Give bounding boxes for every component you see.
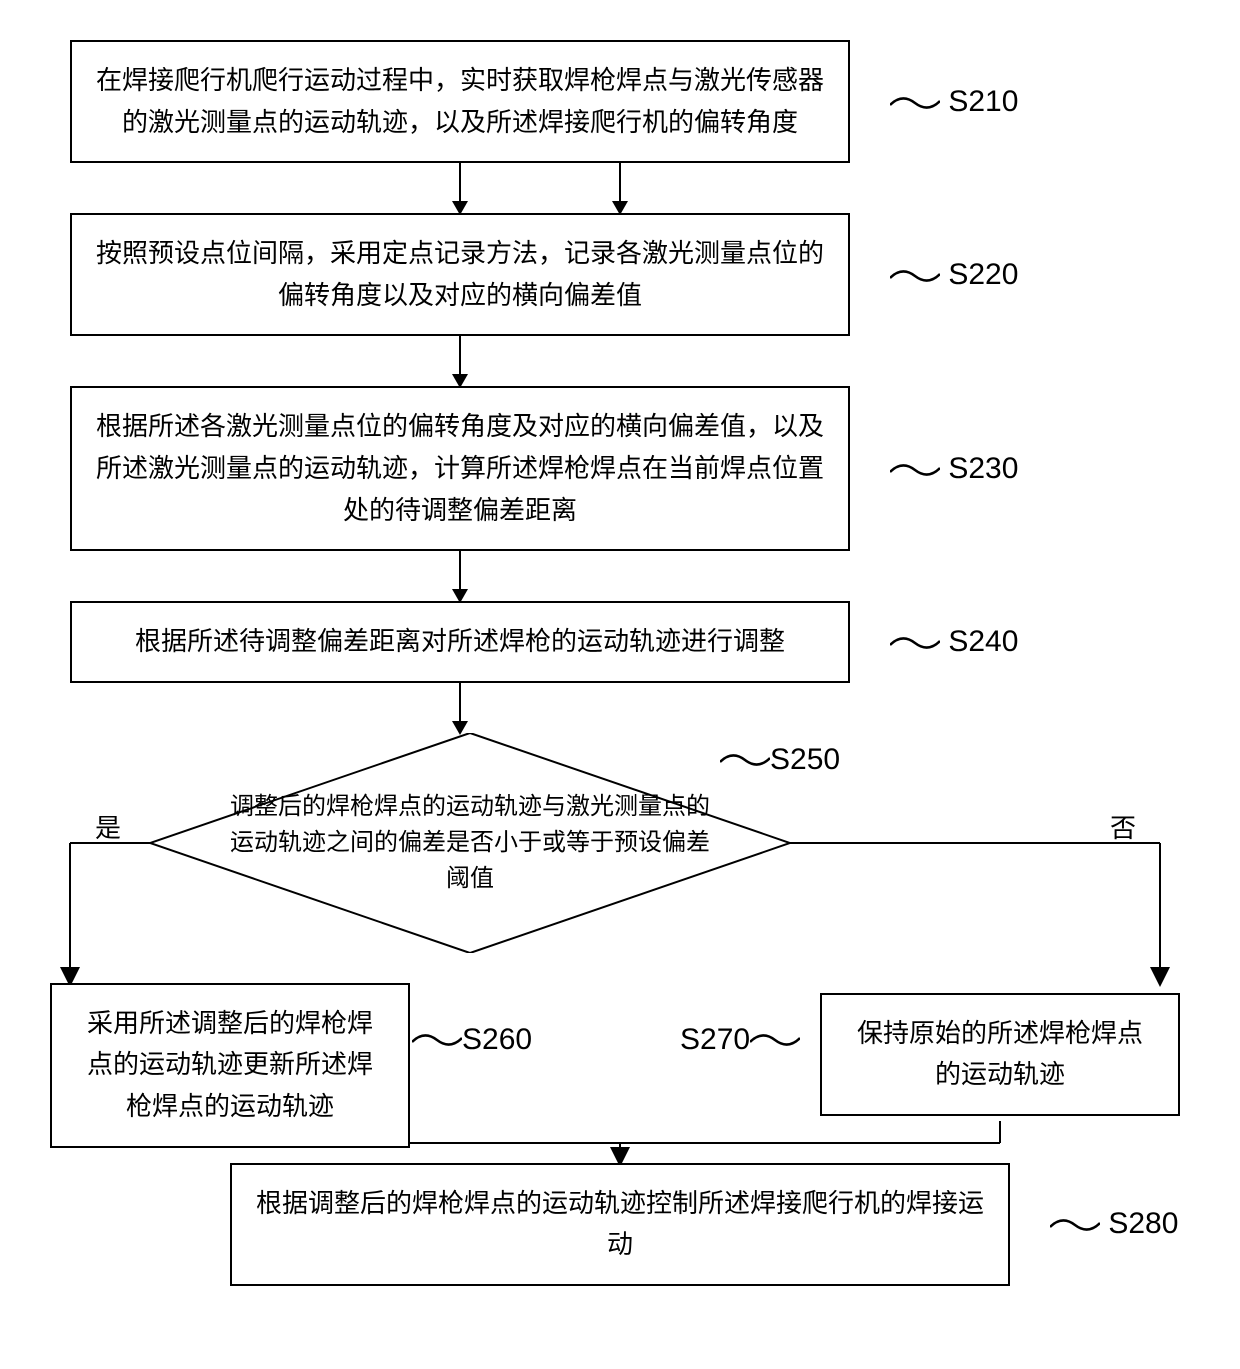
arrow-icon [459, 336, 461, 386]
arrow-icon [459, 683, 461, 733]
step-s210-id: S210 [948, 85, 1018, 118]
step-s240-row: 根据所述待调整偏差距离对所述焊枪的运动轨迹进行调整 S240 [70, 601, 1170, 683]
step-s220-text: 按照预设点位间隔，采用定点记录方法，记录各激光测量点位的偏转角度以及对应的横向偏… [96, 238, 824, 310]
step-s210-label: S210 [890, 85, 1018, 119]
arrow-icon [459, 163, 461, 213]
step-s210-box: 在焊接爬行机爬行运动过程中，实时获取焊枪焊点与激光传感器的激光测量点的运动轨迹，… [70, 40, 850, 163]
step-s250-id: S250 [770, 743, 840, 777]
step-s240-box: 根据所述待调整偏差距离对所述焊枪的运动轨迹进行调整 [70, 601, 850, 683]
step-s250-label: S250 [720, 743, 840, 777]
tilde-icon [890, 633, 940, 653]
step-s270-box: 保持原始的所述焊枪焊点的运动轨迹 [820, 993, 1180, 1116]
flowchart-root: 在焊接爬行机爬行运动过程中，实时获取焊枪焊点与激光传感器的激光测量点的运动轨迹，… [20, 40, 1220, 1286]
tilde-icon [412, 1030, 462, 1050]
tilde-icon [1050, 1215, 1100, 1235]
step-s260-text: 采用所述调整后的焊枪焊点的运动轨迹更新所述焊枪焊点的运动轨迹 [87, 1008, 373, 1121]
step-s220-box: 按照预设点位间隔，采用定点记录方法，记录各激光测量点位的偏转角度以及对应的横向偏… [70, 213, 850, 336]
step-s220-label: S220 [890, 258, 1018, 292]
step-s240-label: S240 [890, 625, 1018, 659]
step-s230-id: S230 [948, 452, 1018, 485]
arrow-icon [459, 551, 461, 601]
step-s270-label: S270 [680, 1023, 800, 1057]
step-s260-id: S260 [462, 1023, 532, 1057]
step-s270-text: 保持原始的所述焊枪焊点的运动轨迹 [857, 1018, 1143, 1090]
step-s210-text: 在焊接爬行机爬行运动过程中，实时获取焊枪焊点与激光传感器的激光测量点的运动轨迹，… [96, 65, 824, 137]
tilde-icon [720, 750, 770, 770]
decision-s250: 调整后的焊枪焊点的运动轨迹与激光测量点的运动轨迹之间的偏差是否小于或等于预设偏差… [150, 733, 790, 953]
decision-section: 调整后的焊枪焊点的运动轨迹与激光测量点的运动轨迹之间的偏差是否小于或等于预设偏差… [40, 733, 1200, 1163]
decision-no-label: 否 [1110, 808, 1136, 845]
step-s230-text: 根据所述各激光测量点位的偏转角度及对应的横向偏差值，以及所述激光测量点的运动轨迹… [96, 411, 824, 524]
tilde-icon [890, 460, 940, 480]
step-s280-box: 根据调整后的焊枪焊点的运动轨迹控制所述焊接爬行机的焊接运动 [230, 1163, 1010, 1286]
step-s220-id: S220 [948, 258, 1018, 291]
step-s280-text: 根据调整后的焊枪焊点的运动轨迹控制所述焊接爬行机的焊接运动 [256, 1188, 984, 1260]
tilde-icon [890, 93, 940, 113]
arrow-icon [619, 163, 621, 213]
tilde-icon [750, 1030, 800, 1050]
step-s260-label: S260 [412, 1023, 532, 1057]
decision-yes-label: 是 [95, 808, 121, 845]
step-s210-row: 在焊接爬行机爬行运动过程中，实时获取焊枪焊点与激光传感器的激光测量点的运动轨迹，… [70, 40, 1170, 163]
tilde-icon [890, 266, 940, 286]
step-s280-row: 根据调整后的焊枪焊点的运动轨迹控制所述焊接爬行机的焊接运动 S280 [40, 1163, 1200, 1286]
step-s230-box: 根据所述各激光测量点位的偏转角度及对应的横向偏差值，以及所述激光测量点的运动轨迹… [70, 386, 850, 551]
step-s240-id: S240 [948, 625, 1018, 658]
step-s270-id: S270 [680, 1023, 750, 1057]
decision-s250-text: 调整后的焊枪焊点的运动轨迹与激光测量点的运动轨迹之间的偏差是否小于或等于预设偏差… [150, 733, 790, 953]
step-s220-row: 按照预设点位间隔，采用定点记录方法，记录各激光测量点位的偏转角度以及对应的横向偏… [70, 213, 1170, 336]
step-s230-label: S230 [890, 452, 1018, 486]
step-s280-label: S280 [1050, 1207, 1178, 1241]
step-s260-box: 采用所述调整后的焊枪焊点的运动轨迹更新所述焊枪焊点的运动轨迹 [50, 983, 410, 1148]
step-s280-id: S280 [1108, 1207, 1178, 1240]
step-s240-text: 根据所述待调整偏差距离对所述焊枪的运动轨迹进行调整 [135, 626, 785, 656]
step-s230-row: 根据所述各激光测量点位的偏转角度及对应的横向偏差值，以及所述激光测量点的运动轨迹… [70, 386, 1170, 551]
